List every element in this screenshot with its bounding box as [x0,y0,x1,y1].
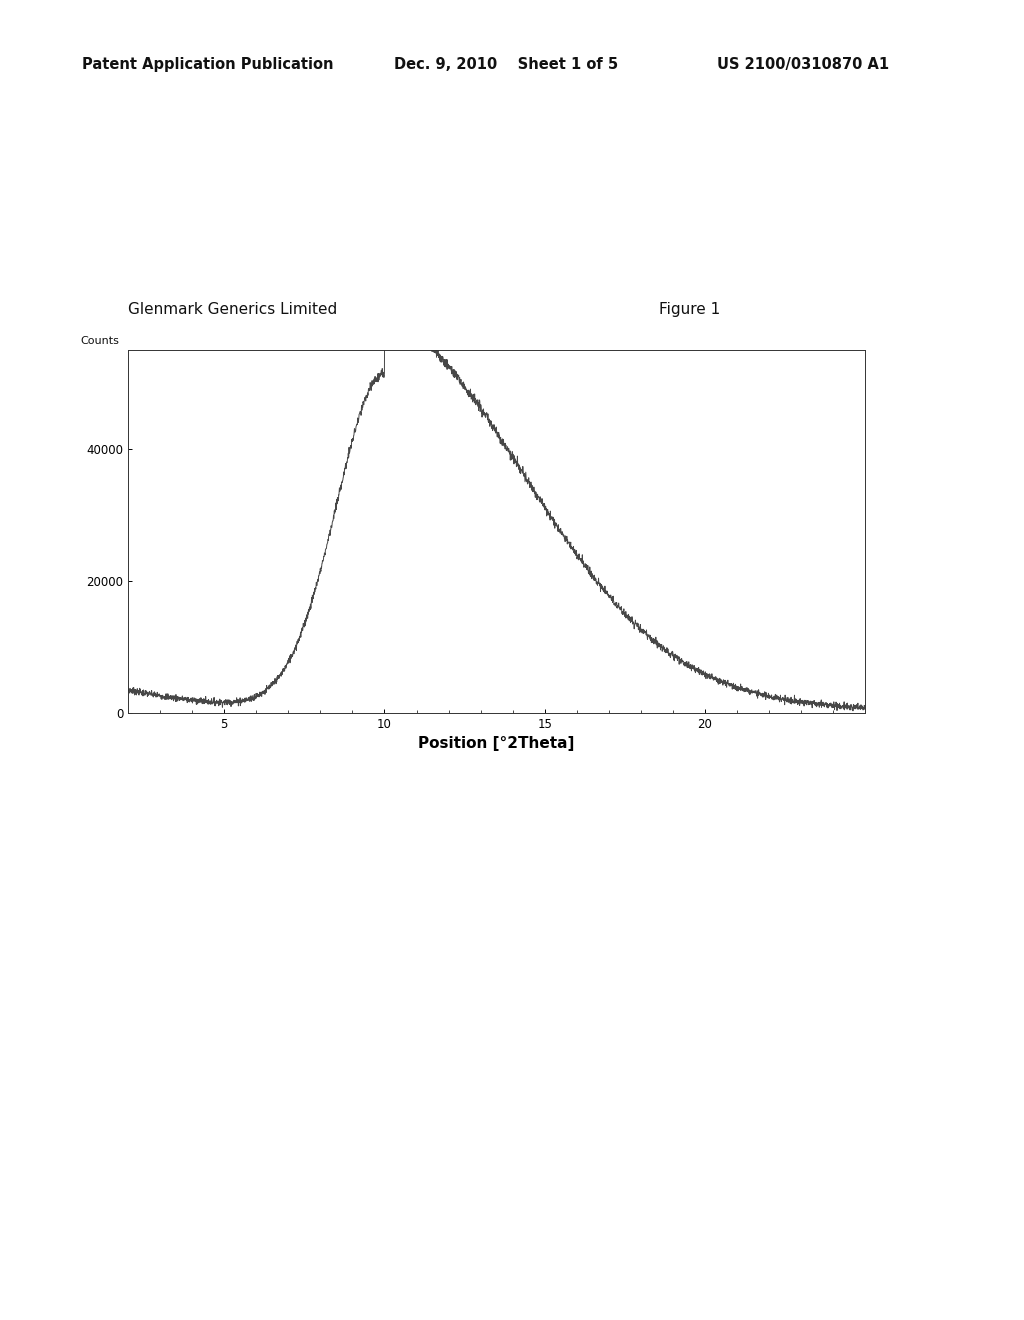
X-axis label: Position [°2Theta]: Position [°2Theta] [419,737,574,751]
Text: Patent Application Publication: Patent Application Publication [82,57,334,71]
Text: Counts: Counts [80,337,119,346]
Text: US 2100/0310870 A1: US 2100/0310870 A1 [717,57,889,71]
Text: Glenmark Generics Limited: Glenmark Generics Limited [128,302,337,317]
Text: Dec. 9, 2010    Sheet 1 of 5: Dec. 9, 2010 Sheet 1 of 5 [394,57,618,71]
Text: Figure 1: Figure 1 [658,302,720,317]
